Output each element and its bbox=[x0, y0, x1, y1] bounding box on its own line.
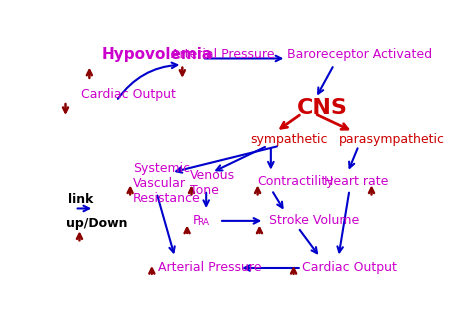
Text: Hypovolemia: Hypovolemia bbox=[101, 47, 213, 62]
Text: Venous
Tone: Venous Tone bbox=[190, 169, 235, 197]
Text: up/Down: up/Down bbox=[66, 217, 128, 230]
Text: sympathetic: sympathetic bbox=[250, 133, 328, 146]
Text: Arterial Pressure: Arterial Pressure bbox=[171, 48, 275, 61]
Text: link: link bbox=[68, 193, 94, 206]
Text: Stroke Volume: Stroke Volume bbox=[269, 213, 359, 227]
Text: CNS: CNS bbox=[297, 98, 348, 118]
Text: Cardiac Output: Cardiac Output bbox=[82, 88, 176, 101]
Text: P: P bbox=[192, 213, 200, 227]
Text: Heart rate: Heart rate bbox=[324, 175, 388, 188]
Text: RA: RA bbox=[197, 218, 210, 227]
Text: Baroreceptor Activated: Baroreceptor Activated bbox=[287, 48, 432, 61]
Text: Contractility: Contractility bbox=[258, 175, 334, 188]
Text: parasympathetic: parasympathetic bbox=[338, 133, 445, 146]
Text: Arterial Pressure: Arterial Pressure bbox=[158, 261, 262, 274]
Text: Systemic
Vascular
Resistance: Systemic Vascular Resistance bbox=[133, 162, 201, 205]
Text: Cardiac Output: Cardiac Output bbox=[301, 261, 397, 274]
